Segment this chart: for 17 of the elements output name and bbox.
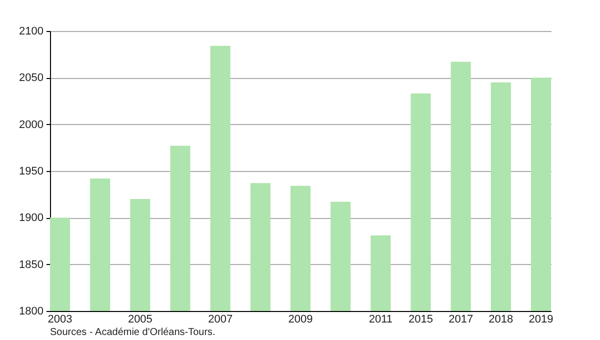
y-tick-label: 1850 [19,258,44,271]
x-tick-label: 2009 [288,314,313,326]
x-tick-label: 2003 [48,314,72,326]
source-note: Sources - Académie d'Orléans-Tours. [50,327,216,338]
x-tick-label: 2018 [488,314,514,326]
x-tick-label: 2007 [208,314,233,326]
y-tick-label: 2000 [19,118,44,131]
y-tick-label: 2050 [19,72,44,84]
x-tick-label: 2017 [448,314,474,326]
y-tick-label: 1950 [19,166,44,178]
x-tick-label: 2019 [528,314,554,326]
y-tick-label: 1900 [19,212,44,224]
y-tick-label: 1800 [19,306,44,318]
y-tick-label: 2100 [19,26,44,38]
x-tick-label: 2015 [408,314,433,326]
x-tick-label: 2011 [368,314,392,326]
x-tick-label: 2005 [128,314,152,326]
